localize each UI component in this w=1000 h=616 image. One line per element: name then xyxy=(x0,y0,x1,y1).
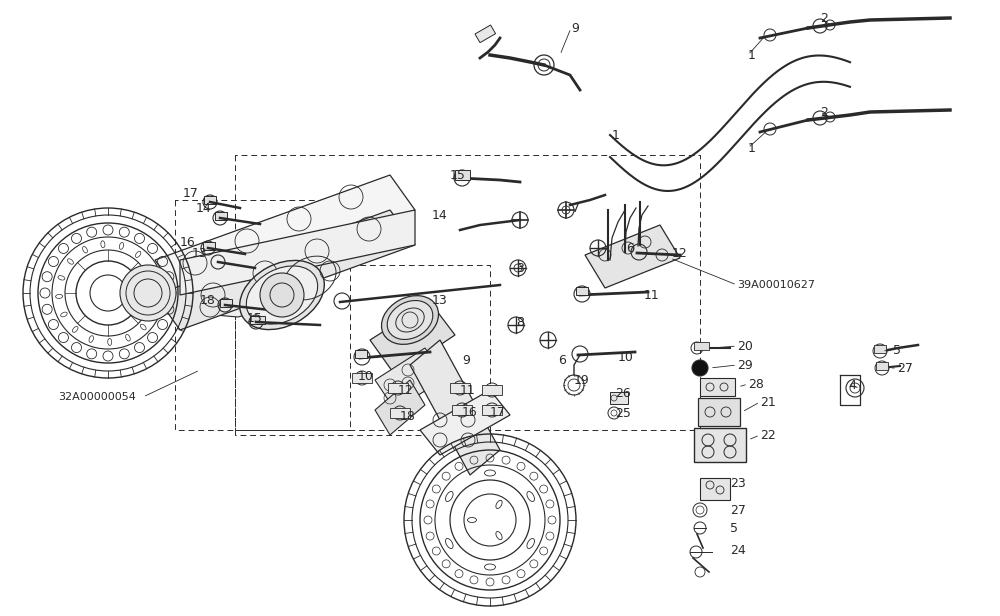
Text: 18: 18 xyxy=(200,293,216,307)
Text: 7: 7 xyxy=(572,201,580,214)
Text: 6: 6 xyxy=(626,241,634,254)
Text: 6: 6 xyxy=(558,354,566,367)
Text: 20: 20 xyxy=(737,339,753,352)
Bar xyxy=(874,345,886,353)
Polygon shape xyxy=(410,340,500,475)
Polygon shape xyxy=(168,269,253,317)
Text: 14: 14 xyxy=(432,208,448,222)
Text: 10: 10 xyxy=(618,351,634,363)
Text: 17: 17 xyxy=(490,405,506,418)
Polygon shape xyxy=(585,225,680,288)
Bar xyxy=(204,196,216,204)
Text: 13: 13 xyxy=(192,246,208,259)
Text: 27: 27 xyxy=(730,503,746,516)
Bar xyxy=(610,392,628,404)
Text: 10: 10 xyxy=(358,370,374,383)
Bar xyxy=(452,405,472,415)
Bar xyxy=(250,316,265,324)
Ellipse shape xyxy=(387,301,433,339)
Text: 12: 12 xyxy=(398,384,414,397)
Text: 18: 18 xyxy=(400,410,416,423)
Bar xyxy=(700,378,735,396)
Circle shape xyxy=(260,273,304,317)
Bar xyxy=(352,373,372,383)
Bar xyxy=(694,428,746,462)
Bar xyxy=(215,212,227,220)
Text: 2: 2 xyxy=(820,105,828,118)
Text: 25: 25 xyxy=(615,407,631,419)
Polygon shape xyxy=(370,302,455,375)
Ellipse shape xyxy=(246,266,318,324)
Bar xyxy=(220,299,232,307)
Text: 24: 24 xyxy=(730,545,746,557)
Text: 28: 28 xyxy=(748,378,764,391)
Text: 32A00000054: 32A00000054 xyxy=(58,392,136,402)
Text: 8: 8 xyxy=(516,315,524,328)
Bar xyxy=(482,405,502,415)
Bar xyxy=(388,383,408,393)
Bar xyxy=(203,242,215,250)
Bar xyxy=(355,350,367,358)
Text: 9: 9 xyxy=(462,354,470,367)
Text: 26: 26 xyxy=(615,386,631,400)
Text: 12: 12 xyxy=(672,246,688,259)
Bar xyxy=(694,342,709,350)
Text: 9: 9 xyxy=(571,22,579,34)
Polygon shape xyxy=(155,210,415,330)
Ellipse shape xyxy=(240,261,324,330)
Circle shape xyxy=(692,360,708,376)
Text: 11: 11 xyxy=(644,288,660,301)
Text: 1: 1 xyxy=(748,142,756,155)
Text: 3: 3 xyxy=(516,262,524,275)
Text: 2: 2 xyxy=(820,12,828,25)
Bar xyxy=(700,478,730,500)
Bar xyxy=(475,25,496,43)
Bar xyxy=(455,170,470,180)
Circle shape xyxy=(120,265,176,321)
Text: 17: 17 xyxy=(183,187,199,200)
Polygon shape xyxy=(375,348,445,410)
Text: 19: 19 xyxy=(574,373,590,386)
Text: 15: 15 xyxy=(450,169,466,182)
Text: 39A00010627: 39A00010627 xyxy=(737,280,815,290)
Text: 15: 15 xyxy=(247,312,263,325)
Text: 1: 1 xyxy=(748,49,756,62)
Text: 5: 5 xyxy=(730,522,738,535)
Polygon shape xyxy=(180,210,415,295)
Bar xyxy=(390,408,410,418)
Text: 1: 1 xyxy=(612,129,620,142)
Bar xyxy=(876,362,888,370)
Text: 22: 22 xyxy=(760,429,776,442)
Polygon shape xyxy=(155,175,415,295)
Text: 4: 4 xyxy=(848,378,856,392)
Text: 27: 27 xyxy=(897,362,913,375)
Polygon shape xyxy=(375,380,425,435)
Bar xyxy=(482,385,502,395)
Bar xyxy=(698,398,740,426)
Bar xyxy=(576,287,588,295)
Text: 21: 21 xyxy=(760,395,776,408)
Text: 13: 13 xyxy=(432,293,448,307)
Polygon shape xyxy=(420,390,510,455)
Text: 16: 16 xyxy=(462,405,478,418)
Text: 14: 14 xyxy=(196,201,212,214)
Ellipse shape xyxy=(381,296,439,344)
Bar xyxy=(450,383,470,393)
Text: 29: 29 xyxy=(737,359,753,371)
Text: 23: 23 xyxy=(730,477,746,490)
Text: 5: 5 xyxy=(893,344,901,357)
Text: 11: 11 xyxy=(460,384,476,397)
Text: 16: 16 xyxy=(180,235,196,248)
